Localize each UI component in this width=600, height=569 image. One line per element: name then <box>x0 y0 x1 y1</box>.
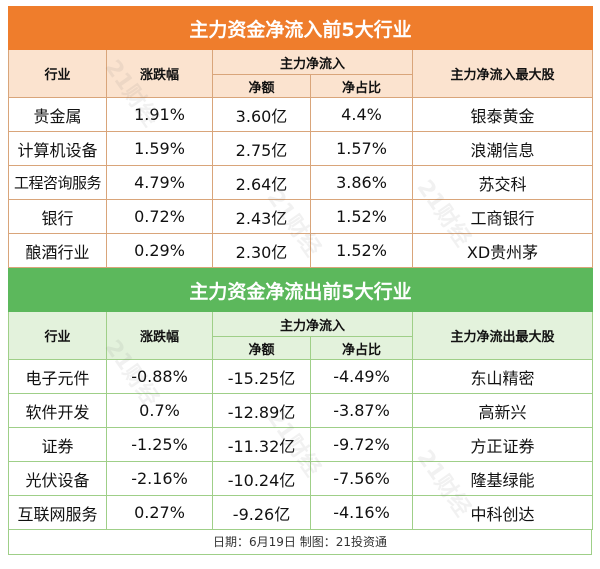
outflow-header-industry: 行业 <box>8 311 107 360</box>
change-cell: 0.27% <box>106 495 213 530</box>
industry-cell: 计算机设备 <box>8 131 107 166</box>
net-cell: -15.25亿 <box>212 359 311 394</box>
ratio-cell: -9.72% <box>310 427 413 462</box>
stock-cell: 东山精密 <box>411 359 594 394</box>
stock-cell: 高新兴 <box>411 393 594 428</box>
ratio-cell: -4.49% <box>310 359 413 394</box>
industry-cell: 互联网服务 <box>8 495 107 530</box>
ratio-cell: 1.52% <box>310 233 413 268</box>
stock-cell: 银泰黄金 <box>411 97 594 132</box>
industry-cell: 银行 <box>8 199 107 234</box>
table-row: 证券 -1.25% -11.32亿 -9.72% 方正证券 <box>8 427 594 462</box>
table-row: 光伏设备 -2.16% -10.24亿 -7.56% 隆基绿能 <box>8 461 594 496</box>
change-cell: 0.29% <box>106 233 213 268</box>
stock-cell: 苏交科 <box>411 165 594 200</box>
net-cell: 2.75亿 <box>212 131 311 166</box>
outflow-header-group: 主力净流入 <box>212 311 413 337</box>
table-row: 互联网服务 0.27% -9.26亿 -4.16% 中科创达 <box>8 495 594 530</box>
inflow-header-net: 净额 <box>212 74 311 98</box>
stock-cell: 中科创达 <box>411 495 594 530</box>
industry-cell: 光伏设备 <box>8 461 107 496</box>
outflow-header-top-stock: 主力净流出最大股 <box>411 311 594 360</box>
outflow-title: 主力资金净流出前5大行业 <box>7 268 594 312</box>
change-cell: 1.59% <box>106 131 213 166</box>
change-cell: 4.79% <box>106 165 213 200</box>
outflow-header-change: 涨跌幅 <box>106 311 213 360</box>
ratio-cell: 1.52% <box>310 199 413 234</box>
inflow-title: 主力资金净流入前5大行业 <box>7 6 594 50</box>
industry-cell: 电子元件 <box>8 359 107 394</box>
outflow-table: 主力资金净流出前5大行业 行业 涨跌幅 主力净流入 主力净流出最大股 净额 净占… <box>7 268 594 530</box>
inflow-header-change: 涨跌幅 <box>106 49 213 98</box>
change-cell: 1.91% <box>106 97 213 132</box>
ratio-cell: -7.56% <box>310 461 413 496</box>
ratio-cell: 3.86% <box>310 165 413 200</box>
inflow-header-ratio: 净占比 <box>310 74 413 98</box>
table-row: 软件开发 0.7% -12.89亿 -3.87% 高新兴 <box>8 393 594 428</box>
inflow-header-industry: 行业 <box>8 49 107 98</box>
footer-caption: 日期：6月19日 制图：21投资通 <box>8 530 592 555</box>
industry-cell: 软件开发 <box>8 393 107 428</box>
industry-cell: 酿酒行业 <box>8 233 107 268</box>
table-row: 计算机设备 1.59% 2.75亿 1.57% 浪潮信息 <box>8 131 594 166</box>
ratio-cell: -4.16% <box>310 495 413 530</box>
net-cell: -12.89亿 <box>212 393 311 428</box>
change-cell: -0.88% <box>106 359 213 394</box>
table-row: 电子元件 -0.88% -15.25亿 -4.49% 东山精密 <box>8 359 594 394</box>
change-cell: -1.25% <box>106 427 213 462</box>
stock-cell: 工商银行 <box>411 199 594 234</box>
change-cell: 0.72% <box>106 199 213 234</box>
table-row: 酿酒行业 0.29% 2.30亿 1.52% XD贵州茅 <box>8 233 594 268</box>
stock-cell: XD贵州茅 <box>411 233 594 268</box>
stock-cell: 隆基绿能 <box>411 461 594 496</box>
table-row: 贵金属 1.91% 3.60亿 4.4% 银泰黄金 <box>8 97 594 132</box>
net-cell: -9.26亿 <box>212 495 311 530</box>
outflow-header-net: 净额 <box>212 336 311 360</box>
net-cell: -10.24亿 <box>212 461 311 496</box>
report: 主力资金净流入前5大行业 行业 涨跌幅 主力净流入 主力净流入最大股 净额 净占… <box>7 6 594 555</box>
net-cell: 3.60亿 <box>212 97 311 132</box>
inflow-header-group: 主力净流入 <box>212 49 413 75</box>
outflow-header-ratio: 净占比 <box>310 336 413 360</box>
ratio-cell: 1.57% <box>310 131 413 166</box>
industry-cell: 工程咨询服务 <box>8 165 107 200</box>
inflow-header-top-stock: 主力净流入最大股 <box>411 49 594 98</box>
net-cell: -11.32亿 <box>212 427 311 462</box>
net-cell: 2.43亿 <box>212 199 311 234</box>
industry-cell: 证券 <box>8 427 107 462</box>
table-row: 工程咨询服务 4.79% 2.64亿 3.86% 苏交科 <box>8 165 594 200</box>
stock-cell: 浪潮信息 <box>411 131 594 166</box>
stock-cell: 方正证券 <box>411 427 594 462</box>
change-cell: -2.16% <box>106 461 213 496</box>
change-cell: 0.7% <box>106 393 213 428</box>
inflow-table: 主力资金净流入前5大行业 行业 涨跌幅 主力净流入 主力净流入最大股 净额 净占… <box>7 6 594 268</box>
industry-cell: 贵金属 <box>8 97 107 132</box>
table-row: 银行 0.72% 2.43亿 1.52% 工商银行 <box>8 199 594 234</box>
net-cell: 2.64亿 <box>212 165 311 200</box>
net-cell: 2.30亿 <box>212 233 311 268</box>
ratio-cell: 4.4% <box>310 97 413 132</box>
ratio-cell: -3.87% <box>310 393 413 428</box>
